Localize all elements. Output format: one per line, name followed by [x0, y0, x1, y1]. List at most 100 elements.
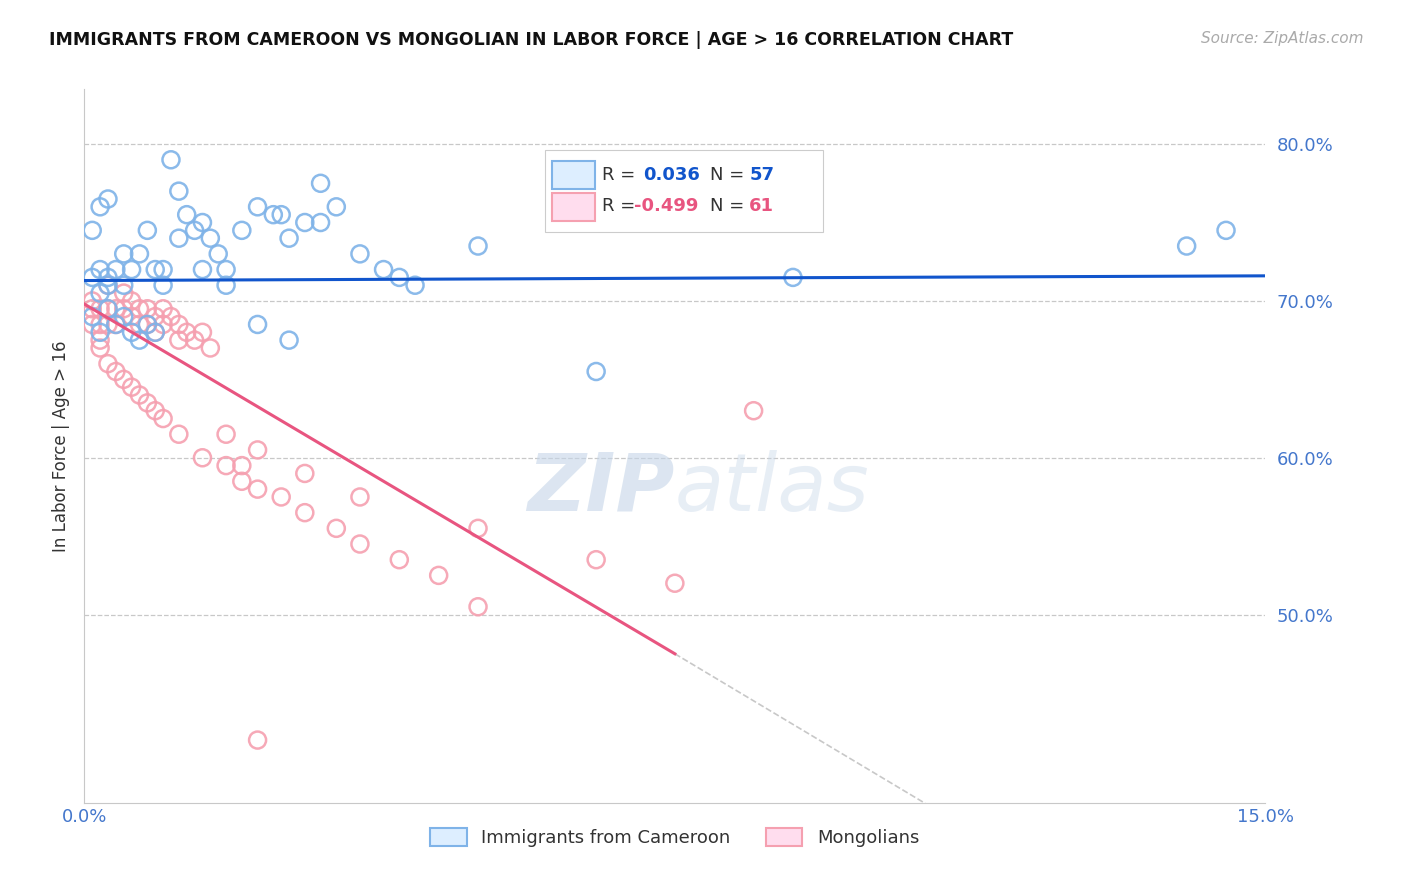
Point — [82, 310, 104, 324]
Point — [89, 341, 111, 355]
Point — [97, 192, 120, 206]
Point — [112, 247, 135, 261]
Point — [143, 262, 166, 277]
Point — [97, 357, 120, 371]
Point — [585, 552, 607, 566]
Point — [167, 333, 190, 347]
Point — [467, 239, 489, 253]
Point — [325, 521, 347, 535]
Point — [246, 200, 269, 214]
Text: IMMIGRANTS FROM CAMEROON VS MONGOLIAN IN LABOR FORCE | AGE > 16 CORRELATION CHAR: IMMIGRANTS FROM CAMEROON VS MONGOLIAN IN… — [49, 31, 1014, 49]
Point — [112, 278, 135, 293]
Point — [97, 278, 120, 293]
Point — [128, 333, 150, 347]
Point — [278, 333, 301, 347]
Point — [207, 247, 229, 261]
Point — [270, 490, 292, 504]
Point — [231, 458, 253, 473]
Point — [152, 318, 174, 332]
Text: 61: 61 — [749, 197, 775, 215]
Point — [246, 318, 269, 332]
Point — [128, 318, 150, 332]
Point — [121, 326, 143, 340]
Point — [278, 231, 301, 245]
Point — [104, 262, 127, 277]
Point — [112, 286, 135, 301]
Point — [294, 467, 316, 481]
FancyBboxPatch shape — [553, 193, 595, 220]
Point — [82, 318, 104, 332]
Point — [89, 333, 111, 347]
Point — [1215, 223, 1237, 237]
Text: -0.499: -0.499 — [634, 197, 697, 215]
Point — [467, 599, 489, 614]
Point — [152, 262, 174, 277]
Point — [309, 215, 332, 229]
Point — [388, 270, 411, 285]
Point — [176, 208, 198, 222]
Point — [183, 333, 205, 347]
Point — [97, 301, 120, 316]
Point — [373, 262, 395, 277]
Point — [97, 301, 120, 316]
Point — [160, 153, 183, 167]
Point — [112, 372, 135, 386]
Point — [143, 326, 166, 340]
Point — [128, 301, 150, 316]
FancyBboxPatch shape — [546, 150, 823, 232]
Point — [104, 364, 127, 378]
Point — [152, 301, 174, 316]
Point — [215, 458, 238, 473]
Point — [136, 301, 159, 316]
Point — [167, 184, 190, 198]
Point — [104, 301, 127, 316]
Point — [104, 318, 127, 332]
Point — [404, 278, 426, 293]
Point — [152, 278, 174, 293]
Point — [191, 262, 214, 277]
Point — [664, 576, 686, 591]
Text: N =: N = — [710, 166, 751, 184]
Point — [143, 310, 166, 324]
Point — [231, 223, 253, 237]
Point — [112, 310, 135, 324]
Point — [270, 208, 292, 222]
Point — [112, 301, 135, 316]
Point — [128, 247, 150, 261]
Point — [121, 293, 143, 308]
Point — [128, 388, 150, 402]
Text: Source: ZipAtlas.com: Source: ZipAtlas.com — [1201, 31, 1364, 46]
Point — [167, 318, 190, 332]
Text: R =: R = — [602, 166, 641, 184]
Text: 0.036: 0.036 — [643, 166, 700, 184]
Point — [191, 326, 214, 340]
Point — [82, 293, 104, 308]
Point — [136, 318, 159, 332]
Point — [121, 262, 143, 277]
Text: 57: 57 — [749, 166, 775, 184]
Point — [97, 318, 120, 332]
Point — [121, 310, 143, 324]
Point — [388, 552, 411, 566]
Point — [104, 318, 127, 332]
Point — [82, 223, 104, 237]
Point — [167, 427, 190, 442]
Point — [1175, 239, 1198, 253]
Text: R =: R = — [602, 197, 641, 215]
Point — [200, 231, 222, 245]
Point — [246, 482, 269, 496]
Point — [215, 262, 238, 277]
Text: N =: N = — [710, 197, 751, 215]
Point — [89, 286, 111, 301]
Point — [176, 326, 198, 340]
Point — [215, 278, 238, 293]
Point — [349, 537, 371, 551]
Point — [143, 326, 166, 340]
Point — [82, 301, 104, 316]
Point — [325, 200, 347, 214]
Legend: Immigrants from Cameroon, Mongolians: Immigrants from Cameroon, Mongolians — [423, 821, 927, 855]
Point — [215, 427, 238, 442]
Point — [89, 301, 111, 316]
Point — [89, 262, 111, 277]
Point — [136, 223, 159, 237]
